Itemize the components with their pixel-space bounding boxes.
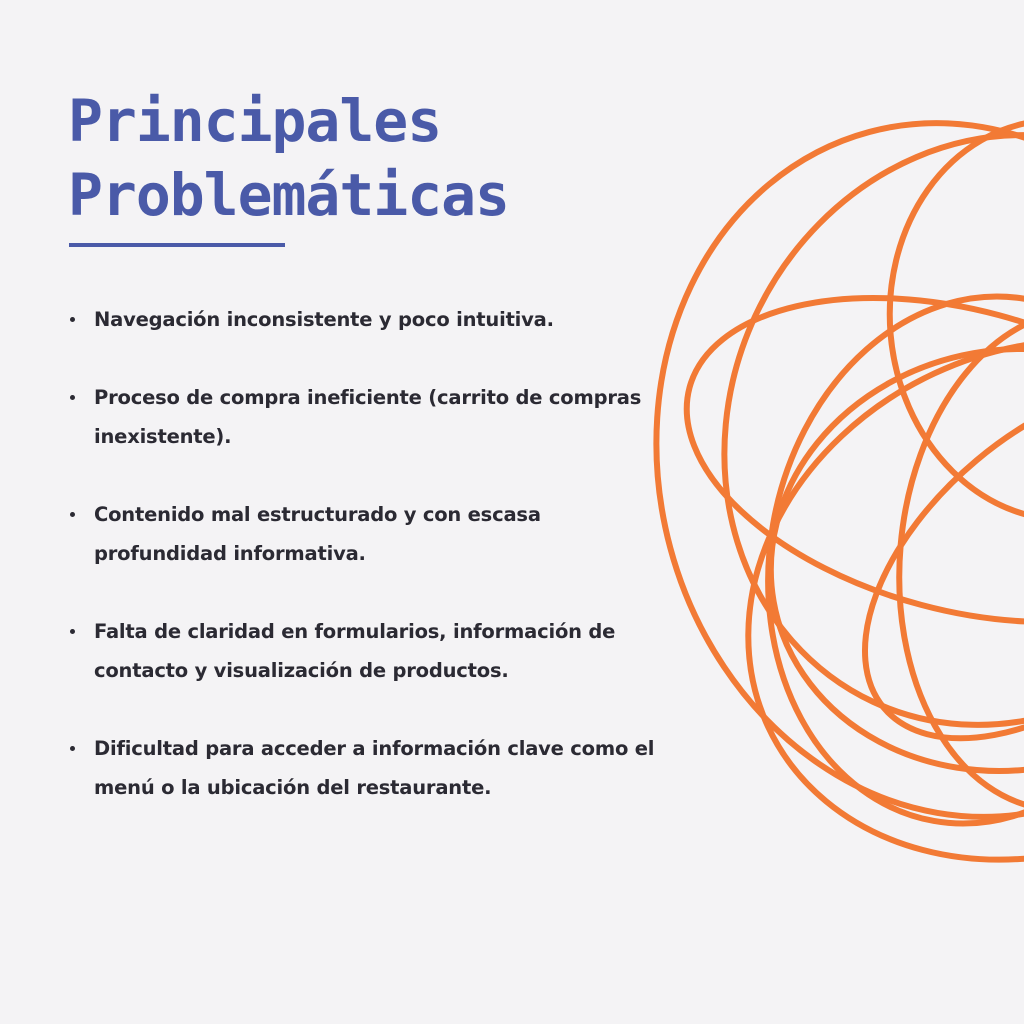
scribble-loop bbox=[683, 294, 1024, 626]
list-item-text: Proceso de compra ineficiente (carrito d… bbox=[94, 386, 642, 448]
bullet-dot-icon bbox=[70, 395, 75, 400]
problem-list: Navegación inconsistente y poco intuitiv… bbox=[68, 300, 668, 846]
list-item: Proceso de compra ineficiente (carrito d… bbox=[68, 378, 668, 456]
list-item-text: Dificultad para acceder a información cl… bbox=[94, 737, 655, 799]
list-item: Navegación inconsistente y poco intuitiv… bbox=[68, 300, 668, 339]
scribble-loop bbox=[767, 346, 1024, 774]
scribble-loop bbox=[886, 117, 1024, 523]
list-item: Contenido mal estructurado y con escasa … bbox=[68, 495, 668, 573]
scribble-loop bbox=[861, 378, 1024, 742]
bullet-dot-icon bbox=[70, 512, 75, 517]
scribble-loop bbox=[765, 293, 1024, 827]
list-item-text: Navegación inconsistente y poco intuitiv… bbox=[94, 308, 554, 331]
bullet-dot-icon bbox=[70, 629, 75, 634]
title-underline bbox=[69, 243, 285, 247]
bullet-dot-icon bbox=[70, 317, 75, 322]
bullet-dot-icon bbox=[70, 746, 75, 751]
page-title: Principales Problemáticas bbox=[68, 84, 510, 232]
page-title-line-2: Problemáticas bbox=[68, 161, 510, 229]
list-item-text: Contenido mal estructurado y con escasa … bbox=[94, 503, 541, 565]
scribble-loop bbox=[721, 132, 1024, 728]
list-item: Falta de claridad en formularios, inform… bbox=[68, 612, 668, 690]
list-item: Dificultad para acceder a información cl… bbox=[68, 729, 668, 807]
page-title-line-1: Principales bbox=[68, 87, 442, 155]
list-item-text: Falta de claridad en formularios, inform… bbox=[94, 620, 616, 682]
scribble-loop bbox=[745, 337, 1024, 863]
scribble-loop bbox=[653, 120, 1024, 820]
